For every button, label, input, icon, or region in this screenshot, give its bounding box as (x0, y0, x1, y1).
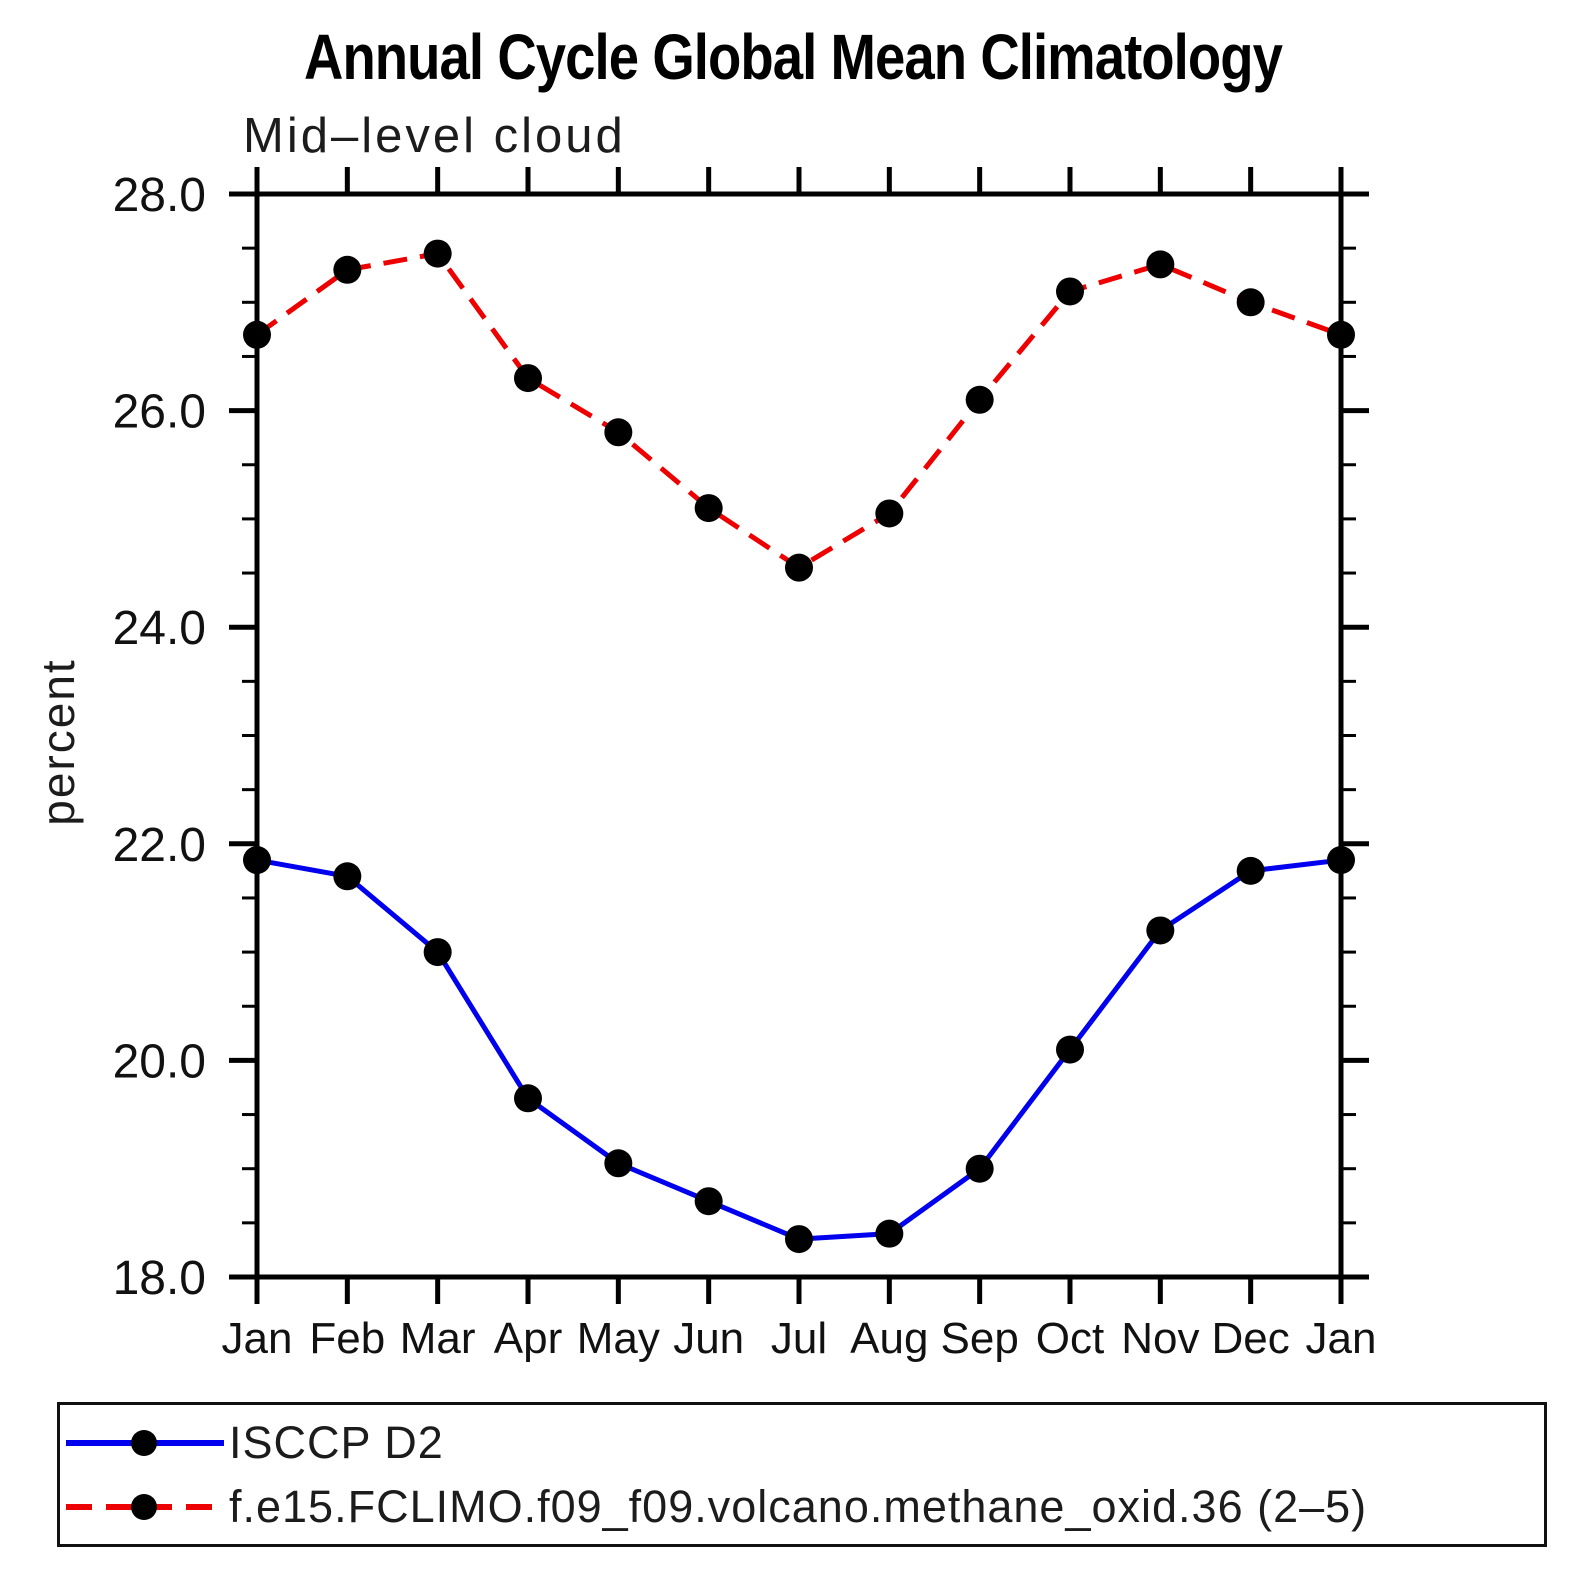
legend-marker-solid (66, 1430, 224, 1456)
series-line-0 (256, 857, 1342, 1242)
x-tick-label: Feb (309, 1314, 385, 1363)
x-tick-label: Sep (941, 1314, 1019, 1363)
data-point-s1-May (604, 418, 633, 447)
x-tick-label: Jun (673, 1314, 744, 1363)
y-tick-label: 26.0 (113, 386, 206, 439)
x-tick-label: Oct (1036, 1314, 1104, 1363)
data-point-s1-Dec (1236, 288, 1265, 317)
data-point-s1-Nov (1146, 250, 1175, 279)
data-point-s0-Mar (423, 938, 452, 967)
data-point-s0-Jan (1327, 846, 1355, 875)
legend-item-isccp: ISCCP D2 (64, 1413, 444, 1473)
data-point-s1-Jun (694, 494, 723, 523)
data-point-s0-Nov (1146, 916, 1175, 945)
data-point-s0-Jul (785, 1225, 813, 1254)
x-tick-label: Aug (850, 1314, 928, 1363)
data-point-s1-Sep (965, 385, 994, 414)
y-tick-label: 24.0 (113, 602, 206, 655)
x-tick-label: Jul (771, 1314, 827, 1363)
chart-title: Annual Cycle Global Mean Climatology (303, 21, 1283, 94)
data-point-s0-May (604, 1149, 633, 1178)
data-point-s0-Jun (694, 1187, 723, 1216)
data-point-s0-Apr (514, 1084, 542, 1113)
data-point-s1-Feb (333, 255, 362, 284)
data-point-s1-Apr (514, 364, 542, 393)
data-point-s0-Dec (1236, 856, 1265, 885)
y-tick-label: 28.0 (113, 169, 206, 222)
data-point-s1-Oct (1056, 277, 1084, 306)
data-point-s0-Oct (1056, 1035, 1084, 1064)
legend-label-model: f.e15.FCLIMO.f09_f09.volcano.methane_oxi… (229, 1481, 1368, 1532)
data-point-s0-Aug (875, 1219, 904, 1248)
series-line-1 (255, 251, 1342, 571)
x-tick-label: May (577, 1314, 660, 1363)
legend-item-model: f.e15.FCLIMO.f09_f09.volcano.methane_oxi… (64, 1477, 1367, 1537)
x-tick-label: Jan (222, 1314, 293, 1363)
data-point-s1-Jul (785, 553, 813, 582)
y-tick-label: 20.0 (113, 1035, 206, 1088)
data-point-s0-Sep (965, 1154, 994, 1183)
data-point-s0-Feb (333, 862, 362, 891)
x-tick-label: Jan (1306, 1314, 1377, 1363)
chart-subtitle: Mid–level cloud (243, 109, 626, 163)
plot-frame (254, 191, 1344, 1280)
data-point-s1-Mar (423, 239, 452, 268)
data-point-s1-Jan (1327, 320, 1355, 349)
legend: ISCCP D2 f.e15.FCLIMO.f09_f09.volcano.me… (57, 1402, 1547, 1547)
y-tick-label: 18.0 (113, 1252, 206, 1305)
x-tick-label: Apr (494, 1314, 562, 1363)
legend-dot-icon (131, 1494, 157, 1520)
data-point-s1-Jan (243, 320, 271, 349)
data-point-s1-Aug (875, 499, 904, 528)
x-tick-label: Mar (400, 1314, 476, 1363)
legend-marker-dashed (66, 1494, 224, 1520)
x-tick-label: Dec (1212, 1314, 1290, 1363)
data-point-s0-Jan (243, 846, 271, 875)
legend-label-isccp: ISCCP D2 (229, 1417, 444, 1468)
legend-dot-icon (131, 1430, 157, 1456)
y-tick-label: 22.0 (113, 819, 206, 872)
x-tick-label: Nov (1121, 1314, 1199, 1363)
